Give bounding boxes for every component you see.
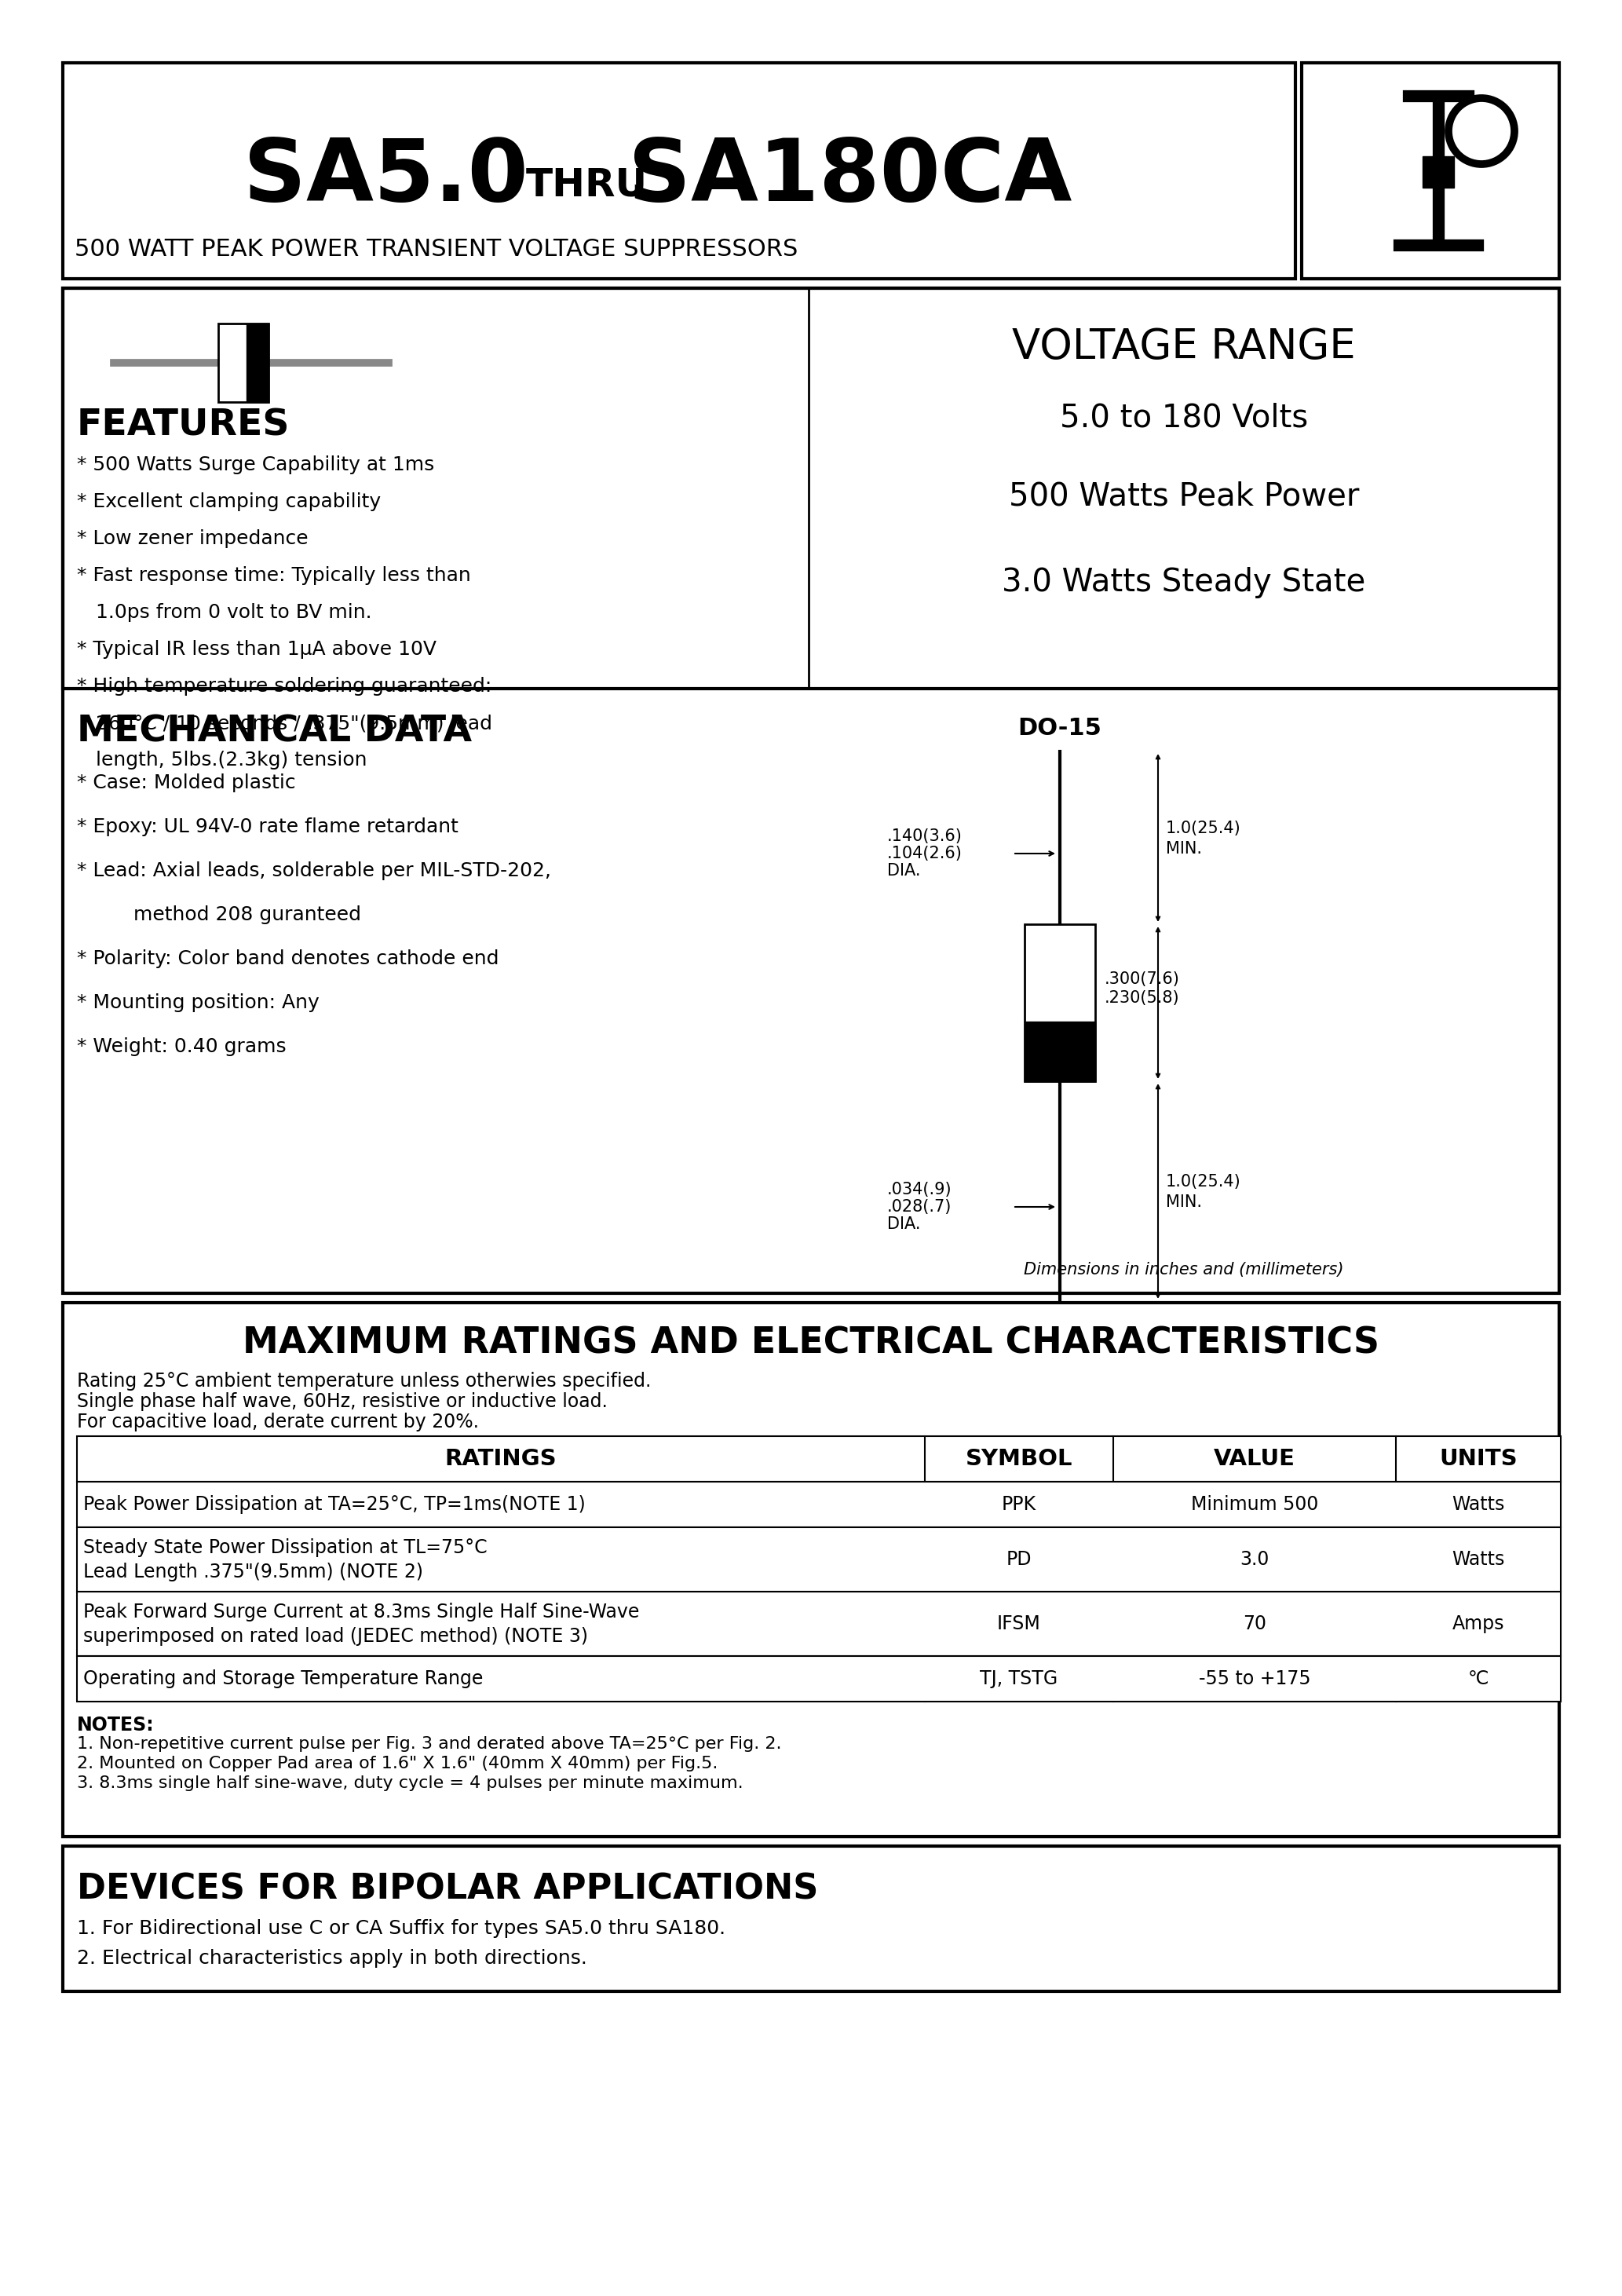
Text: IFSM: IFSM xyxy=(998,1614,1041,1632)
Text: superimposed on rated load (JEDEC method) (NOTE 3): superimposed on rated load (JEDEC method… xyxy=(83,1628,589,1646)
Bar xyxy=(63,289,1559,1293)
Text: method 208 guranteed: method 208 guranteed xyxy=(76,905,362,925)
Bar xyxy=(1025,1022,1095,1081)
Text: * Epoxy: UL 94V-0 rate flame retardant: * Epoxy: UL 94V-0 rate flame retardant xyxy=(76,817,459,836)
Bar xyxy=(63,62,1296,278)
Text: THRU: THRU xyxy=(526,165,647,204)
Text: 1.0(25.4): 1.0(25.4) xyxy=(1166,1173,1241,1189)
Text: MECHANICAL DATA: MECHANICAL DATA xyxy=(76,714,472,748)
Text: * Lead: Axial leads, solderable per MIL-STD-202,: * Lead: Axial leads, solderable per MIL-… xyxy=(76,861,551,879)
Text: 3.0 Watts Steady State: 3.0 Watts Steady State xyxy=(1002,567,1366,599)
Bar xyxy=(247,324,269,402)
Text: * Weight: 0.40 grams: * Weight: 0.40 grams xyxy=(76,1038,285,1056)
Bar xyxy=(1422,156,1453,188)
Text: 1. For Bidirectional use C or CA Suffix for types SA5.0 thru SA180.: 1. For Bidirectional use C or CA Suffix … xyxy=(76,1919,725,1938)
Bar xyxy=(1302,62,1559,278)
Text: .230(5.8): .230(5.8) xyxy=(1105,990,1179,1006)
Bar xyxy=(76,1591,1560,1655)
Bar xyxy=(76,1655,1560,1701)
Text: RATINGS: RATINGS xyxy=(444,1449,556,1469)
Text: 70: 70 xyxy=(1242,1614,1267,1632)
Text: MIN.: MIN. xyxy=(1166,840,1202,856)
Bar xyxy=(76,1527,1560,1591)
Text: .034(.9): .034(.9) xyxy=(887,1182,952,1199)
Text: FEATURES: FEATURES xyxy=(76,409,290,443)
Text: 1.0ps from 0 volt to BV min.: 1.0ps from 0 volt to BV min. xyxy=(76,604,371,622)
Text: 500 WATT PEAK POWER TRANSIENT VOLTAGE SUPPRESSORS: 500 WATT PEAK POWER TRANSIENT VOLTAGE SU… xyxy=(75,239,798,262)
Text: .028(.7): .028(.7) xyxy=(887,1199,952,1215)
Text: Lead Length .375"(9.5mm) (NOTE 2): Lead Length .375"(9.5mm) (NOTE 2) xyxy=(83,1564,423,1582)
Text: SYMBOL: SYMBOL xyxy=(965,1449,1072,1469)
Text: TJ, TSTG: TJ, TSTG xyxy=(980,1669,1058,1688)
Text: DIA.: DIA. xyxy=(887,863,921,879)
Text: For capacitive load, derate current by 20%.: For capacitive load, derate current by 2… xyxy=(76,1412,478,1430)
Text: Watts: Watts xyxy=(1452,1495,1505,1513)
Text: * Mounting position: Any: * Mounting position: Any xyxy=(76,994,320,1013)
Bar xyxy=(76,1481,1560,1527)
Text: .300(7.6): .300(7.6) xyxy=(1105,971,1179,987)
Text: Minimum 500: Minimum 500 xyxy=(1191,1495,1319,1513)
Text: VOLTAGE RANGE: VOLTAGE RANGE xyxy=(1012,326,1356,367)
Text: SA180CA: SA180CA xyxy=(628,135,1072,218)
Text: * Fast response time: Typically less than: * Fast response time: Typically less tha… xyxy=(76,567,470,585)
Text: ℃: ℃ xyxy=(1468,1669,1489,1688)
Text: * Polarity: Color band denotes cathode end: * Polarity: Color band denotes cathode e… xyxy=(76,948,500,969)
Text: Amps: Amps xyxy=(1452,1614,1505,1632)
Text: .104(2.6): .104(2.6) xyxy=(887,845,962,861)
Text: -55 to +175: -55 to +175 xyxy=(1199,1669,1311,1688)
Text: DO-15: DO-15 xyxy=(1019,716,1101,739)
Text: 3. 8.3ms single half sine-wave, duty cycle = 4 pulses per minute maximum.: 3. 8.3ms single half sine-wave, duty cyc… xyxy=(76,1775,743,1791)
Text: 500 Watts Peak Power: 500 Watts Peak Power xyxy=(1009,480,1359,512)
Text: Rating 25°C ambient temperature unless otherwies specified.: Rating 25°C ambient temperature unless o… xyxy=(76,1371,650,1391)
Text: .140(3.6): .140(3.6) xyxy=(887,829,962,845)
Text: * Case: Molded plastic: * Case: Molded plastic xyxy=(76,774,295,792)
Text: MAXIMUM RATINGS AND ELECTRICAL CHARACTERISTICS: MAXIMUM RATINGS AND ELECTRICAL CHARACTER… xyxy=(243,1325,1379,1362)
Text: NOTES:: NOTES: xyxy=(76,1715,154,1733)
Bar xyxy=(63,1846,1559,1991)
Text: 2. Mounted on Copper Pad area of 1.6" X 1.6" (40mm X 40mm) per Fig.5.: 2. Mounted on Copper Pad area of 1.6" X … xyxy=(76,1756,719,1773)
Text: 2. Electrical characteristics apply in both directions.: 2. Electrical characteristics apply in b… xyxy=(76,1949,587,1968)
Text: PD: PD xyxy=(1006,1550,1032,1568)
Bar xyxy=(63,289,1559,689)
Text: * Low zener impedance: * Low zener impedance xyxy=(76,530,308,549)
Text: Single phase half wave, 60Hz, resistive or inductive load.: Single phase half wave, 60Hz, resistive … xyxy=(76,1391,608,1412)
Text: * Excellent clamping capability: * Excellent clamping capability xyxy=(76,491,381,512)
Bar xyxy=(219,324,269,402)
Text: VALUE: VALUE xyxy=(1213,1449,1296,1469)
Text: 3.0: 3.0 xyxy=(1239,1550,1270,1568)
Text: Steady State Power Dissipation at TL=75°C: Steady State Power Dissipation at TL=75°… xyxy=(83,1538,487,1557)
Bar xyxy=(76,1437,1560,1481)
Text: 260°C / 10 seconds / .375"(9.5mm) lead: 260°C / 10 seconds / .375"(9.5mm) lead xyxy=(76,714,491,732)
Text: PPK: PPK xyxy=(1002,1495,1036,1513)
Text: Dimensions in inches and (millimeters): Dimensions in inches and (millimeters) xyxy=(1023,1263,1345,1277)
Text: UNITS: UNITS xyxy=(1439,1449,1518,1469)
Text: * High temperature soldering guaranteed:: * High temperature soldering guaranteed: xyxy=(76,677,491,696)
Text: Operating and Storage Temperature Range: Operating and Storage Temperature Range xyxy=(83,1669,483,1688)
Text: * Typical IR less than 1μA above 10V: * Typical IR less than 1μA above 10V xyxy=(76,641,436,659)
Text: * 500 Watts Surge Capability at 1ms: * 500 Watts Surge Capability at 1ms xyxy=(76,455,435,475)
Text: Peak Power Dissipation at TA=25°C, TP=1ms(NOTE 1): Peak Power Dissipation at TA=25°C, TP=1m… xyxy=(83,1495,586,1513)
Text: MIN.: MIN. xyxy=(1166,1194,1202,1210)
Text: DIA.: DIA. xyxy=(887,1217,921,1233)
Bar xyxy=(63,1302,1559,1837)
Text: Peak Forward Surge Current at 8.3ms Single Half Sine-Wave: Peak Forward Surge Current at 8.3ms Sing… xyxy=(83,1603,639,1621)
Text: 1.0(25.4): 1.0(25.4) xyxy=(1166,820,1241,836)
Text: Watts: Watts xyxy=(1452,1550,1505,1568)
Text: SA5.0: SA5.0 xyxy=(243,135,529,218)
Text: 1. Non-repetitive current pulse per Fig. 3 and derated above TA=25°C per Fig. 2.: 1. Non-repetitive current pulse per Fig.… xyxy=(76,1736,782,1752)
Text: 5.0 to 180 Volts: 5.0 to 180 Volts xyxy=(1059,402,1307,434)
Text: DEVICES FOR BIPOLAR APPLICATIONS: DEVICES FOR BIPOLAR APPLICATIONS xyxy=(76,1871,819,1906)
Bar xyxy=(1025,925,1095,1081)
Text: length, 5lbs.(2.3kg) tension: length, 5lbs.(2.3kg) tension xyxy=(76,751,367,769)
